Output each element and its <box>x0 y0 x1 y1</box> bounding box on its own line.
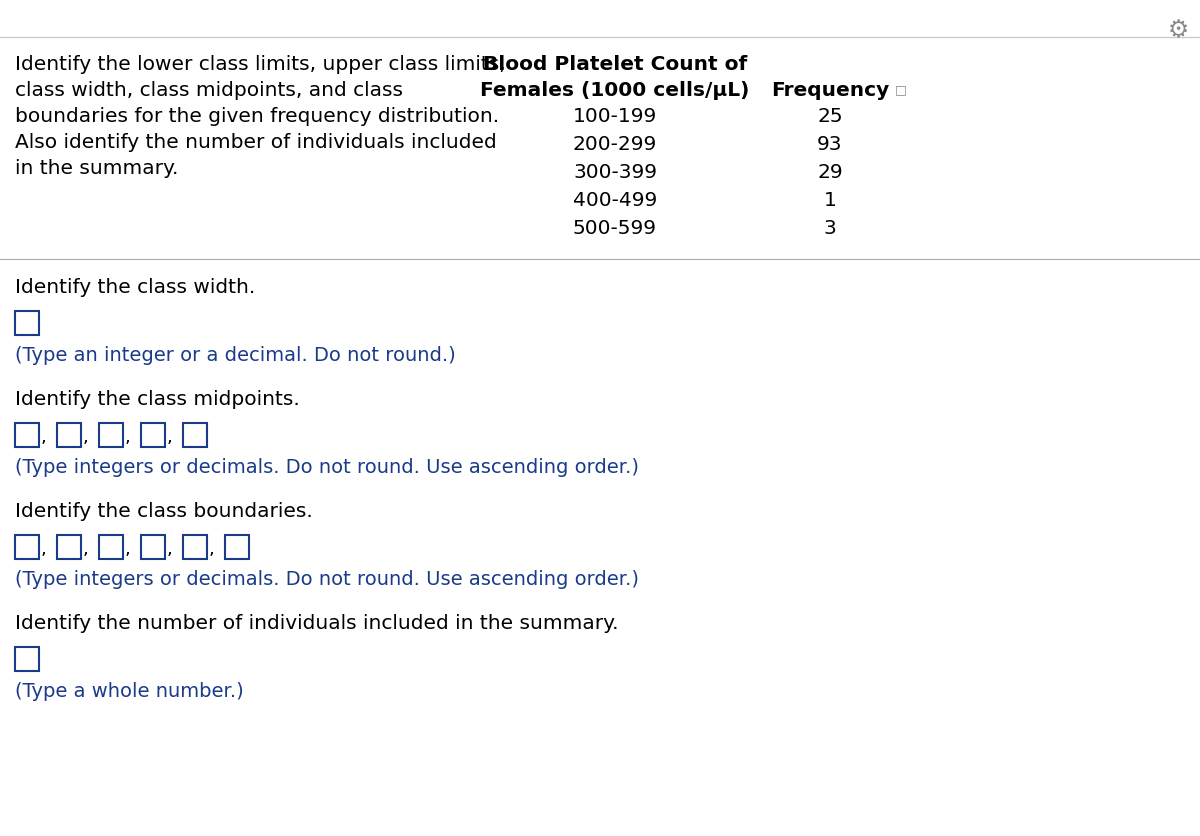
Text: ,: , <box>41 428 47 446</box>
Text: (Type integers or decimals. Do not round. Use ascending order.): (Type integers or decimals. Do not round… <box>14 569 640 589</box>
Text: ,: , <box>83 539 89 558</box>
Bar <box>14 424 38 447</box>
Text: (Type a whole number.): (Type a whole number.) <box>14 681 244 701</box>
Bar <box>182 424 208 447</box>
Text: □: □ <box>895 83 907 96</box>
Text: Also identify the number of individuals included: Also identify the number of individuals … <box>14 133 497 152</box>
Text: 300-399: 300-399 <box>574 163 658 181</box>
Text: ,: , <box>125 539 131 558</box>
Text: (Type an integer or a decimal. Do not round.): (Type an integer or a decimal. Do not ro… <box>14 345 456 364</box>
Text: in the summary.: in the summary. <box>14 159 179 178</box>
Text: 3: 3 <box>823 219 836 237</box>
Text: Identify the number of individuals included in the summary.: Identify the number of individuals inclu… <box>14 614 618 632</box>
Bar <box>98 535 124 559</box>
Text: 25: 25 <box>817 107 842 126</box>
Text: Blood Platelet Count of: Blood Platelet Count of <box>482 55 748 74</box>
Bar <box>14 312 38 335</box>
Bar <box>58 535 82 559</box>
Text: Identify the class boundaries.: Identify the class boundaries. <box>14 502 313 520</box>
Text: ,: , <box>167 539 173 558</box>
Bar <box>98 424 124 447</box>
Text: class width, class midpoints, and class: class width, class midpoints, and class <box>14 81 403 99</box>
Text: 1: 1 <box>823 191 836 210</box>
Bar <box>14 535 38 559</box>
Text: 29: 29 <box>817 163 842 181</box>
Text: ⚙: ⚙ <box>1168 18 1188 42</box>
Text: boundaries for the given frequency distribution.: boundaries for the given frequency distr… <box>14 107 499 126</box>
Bar <box>142 535 166 559</box>
Text: 400-499: 400-499 <box>572 191 658 210</box>
Text: Identify the class midpoints.: Identify the class midpoints. <box>14 390 300 409</box>
Text: ,: , <box>83 428 89 446</box>
Text: Females (1000 cells/μL): Females (1000 cells/μL) <box>480 81 750 99</box>
Bar <box>142 424 166 447</box>
Text: Frequency: Frequency <box>770 81 889 99</box>
Text: Identify the lower class limits, upper class limits,: Identify the lower class limits, upper c… <box>14 55 505 74</box>
Bar <box>58 424 82 447</box>
Bar <box>14 647 38 671</box>
Text: (Type integers or decimals. Do not round. Use ascending order.): (Type integers or decimals. Do not round… <box>14 457 640 477</box>
Text: ,: , <box>209 539 215 558</box>
Text: 93: 93 <box>817 135 842 154</box>
Text: 100-199: 100-199 <box>572 107 658 126</box>
Text: ,: , <box>167 428 173 446</box>
Text: ,: , <box>125 428 131 446</box>
Text: Identify the class width.: Identify the class width. <box>14 278 256 297</box>
Text: ,: , <box>41 539 47 558</box>
Bar <box>226 535 250 559</box>
Text: 500-599: 500-599 <box>574 219 658 237</box>
Bar <box>182 535 208 559</box>
Text: 200-299: 200-299 <box>572 135 658 154</box>
